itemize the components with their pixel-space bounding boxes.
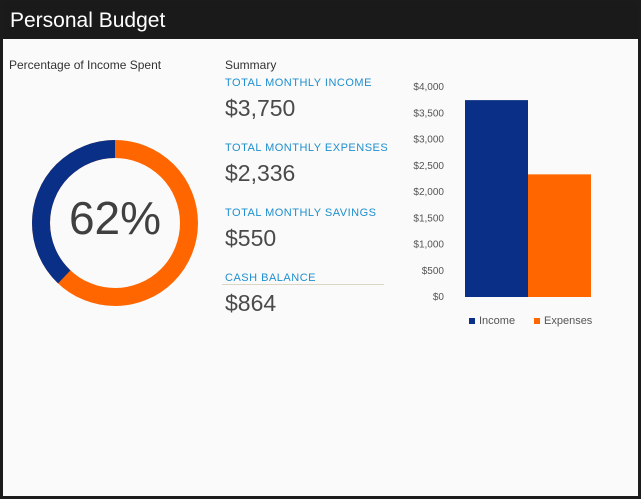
savings-value: $550 <box>225 225 277 251</box>
y-tick-label: $2,500 <box>413 161 444 172</box>
y-tick-label: $3,500 <box>413 108 444 119</box>
page-title: Personal Budget <box>3 2 638 39</box>
app-window: Personal Budget Percentage of Income Spe… <box>3 2 638 496</box>
savings-label: TOTAL MONTHLY SAVINGS <box>225 207 377 219</box>
donut-svg <box>32 140 198 306</box>
y-tick-label: $3,000 <box>413 135 444 146</box>
y-tick-label: $2,000 <box>413 187 444 198</box>
legend-label-expenses: Expenses <box>544 315 593 327</box>
cash-balance-label: CASH BALANCE <box>225 272 316 284</box>
y-tick-label: $500 <box>422 266 445 277</box>
income-label: TOTAL MONTHLY INCOME <box>225 77 372 89</box>
legend-label-income: Income <box>479 315 515 327</box>
cash-balance-value: $864 <box>225 290 277 316</box>
spent-donut-chart: 62% <box>31 129 199 317</box>
cash-balance-divider <box>222 284 384 285</box>
expenses-value: $2,336 <box>225 160 296 186</box>
spent-heading: Percentage of Income Spent <box>9 58 162 72</box>
percent-spent-value: 62% <box>68 192 162 244</box>
y-tick-label: $1,500 <box>413 213 444 224</box>
y-tick-label: $1,000 <box>413 240 444 251</box>
summary-heading: Summary <box>225 58 277 72</box>
income-expenses-bar-chart: $0 $500 $1,000 $1,500 $2,000 $2,500 $3,000 $3,5… <box>403 72 613 342</box>
income-value: $3,750 <box>225 95 296 121</box>
y-tick-label: $4,000 <box>413 82 444 93</box>
expenses-label: TOTAL MONTHLY EXPENSES <box>225 142 389 154</box>
bar-chart-svg: $0 $500 $1,000 $1,500 $2,000 $2,500 $3,000 $3,5… <box>413 82 593 327</box>
y-tick-label: $0 <box>433 292 445 303</box>
legend-swatch-expenses <box>534 318 540 324</box>
donut-spent-arc <box>32 140 198 306</box>
bar-expenses <box>528 174 591 297</box>
bar-income <box>465 100 528 297</box>
legend-swatch-income <box>469 318 475 324</box>
